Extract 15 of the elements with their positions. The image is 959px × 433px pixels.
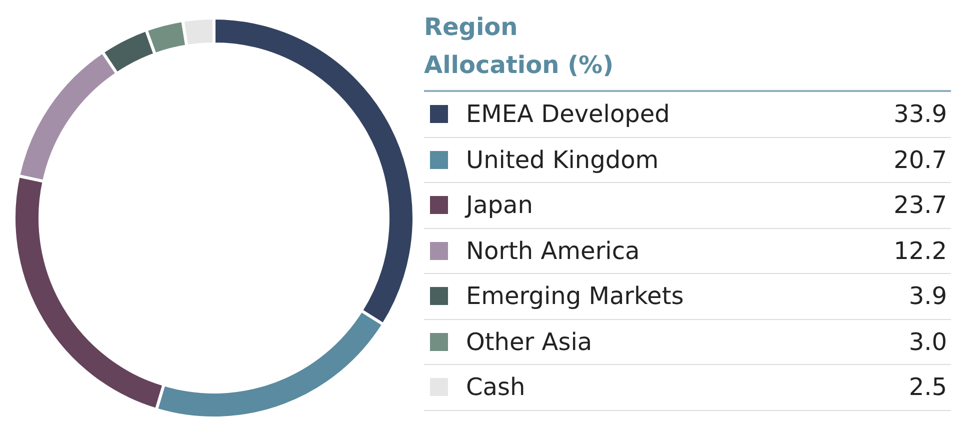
data-label: 20.7 [894, 146, 947, 174]
legend-label: Emerging Markets [466, 282, 685, 310]
data-label: 33.9 [894, 100, 947, 128]
data-label: 12.2 [894, 236, 947, 265]
data-label: 3.0 [908, 328, 947, 356]
legend-label: Other Asia [466, 328, 594, 356]
legend-label: Japan [466, 191, 534, 220]
legend-label: United Kingdom [466, 146, 660, 174]
data-label: 2.5 [908, 373, 947, 402]
data-label: 3.9 [908, 282, 947, 310]
data-label: 23.7 [894, 191, 947, 220]
text: Region Allocation (%) [424, 8, 639, 92]
legend-label: EMEA Developed [466, 100, 671, 128]
legend-label: Cash [466, 373, 526, 402]
legend-label: North America [466, 236, 641, 265]
